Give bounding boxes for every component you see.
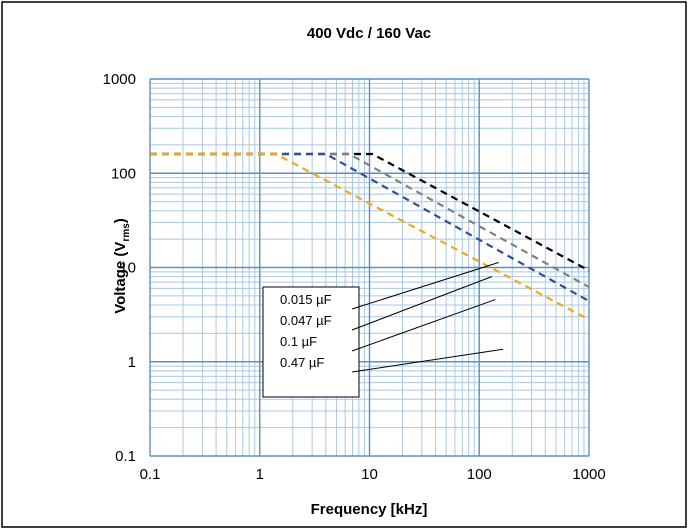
legend-label: 0.047 µF: [280, 313, 332, 328]
x-tick-label: 10: [361, 466, 378, 483]
y-tick-label: 0.1: [115, 448, 136, 465]
y-axis-title-close: ): [112, 218, 129, 223]
legend-leader-line: [351, 299, 496, 352]
x-tick-label: 1000: [572, 466, 605, 483]
legend-box: [262, 286, 360, 398]
x-axis-title: Frequency [kHz]: [311, 501, 428, 518]
y-tick-label: 1000: [103, 71, 136, 88]
y-tick-label: 10: [119, 260, 136, 277]
x-tick-label: 1: [256, 466, 264, 483]
legend-label: 0.1 µF: [280, 334, 317, 349]
legend-leader-line: [351, 276, 492, 331]
plot-grid: [149, 78, 590, 457]
y-axis-title-sub: rms: [121, 223, 132, 242]
legend-leader-line: [351, 348, 504, 373]
y-tick-label: 1: [128, 354, 136, 371]
series-line: [150, 152, 590, 303]
legend-label: 0.015 µF: [280, 292, 332, 307]
chart-title: 400 Vdc / 160 Vac: [307, 25, 431, 42]
y-axis-title: Voltage (Vrms): [112, 218, 132, 314]
legend-label: 0.47 µF: [280, 355, 324, 370]
y-axis-title-main: Voltage (V: [112, 242, 129, 314]
legend: 0.015 µF 0.047 µF 0.1 µF 0.47 µF: [280, 261, 504, 373]
x-tick-label: 100: [467, 466, 492, 483]
plot-series: [150, 152, 590, 321]
axis-ticks: 0.1 1 10 100 1000 0.1 1 10 100 1000: [103, 71, 606, 483]
series-line: [150, 152, 590, 321]
legend-leader-line: [351, 261, 499, 310]
x-tick-label: 0.1: [140, 466, 161, 483]
y-tick-label: 100: [111, 165, 136, 182]
